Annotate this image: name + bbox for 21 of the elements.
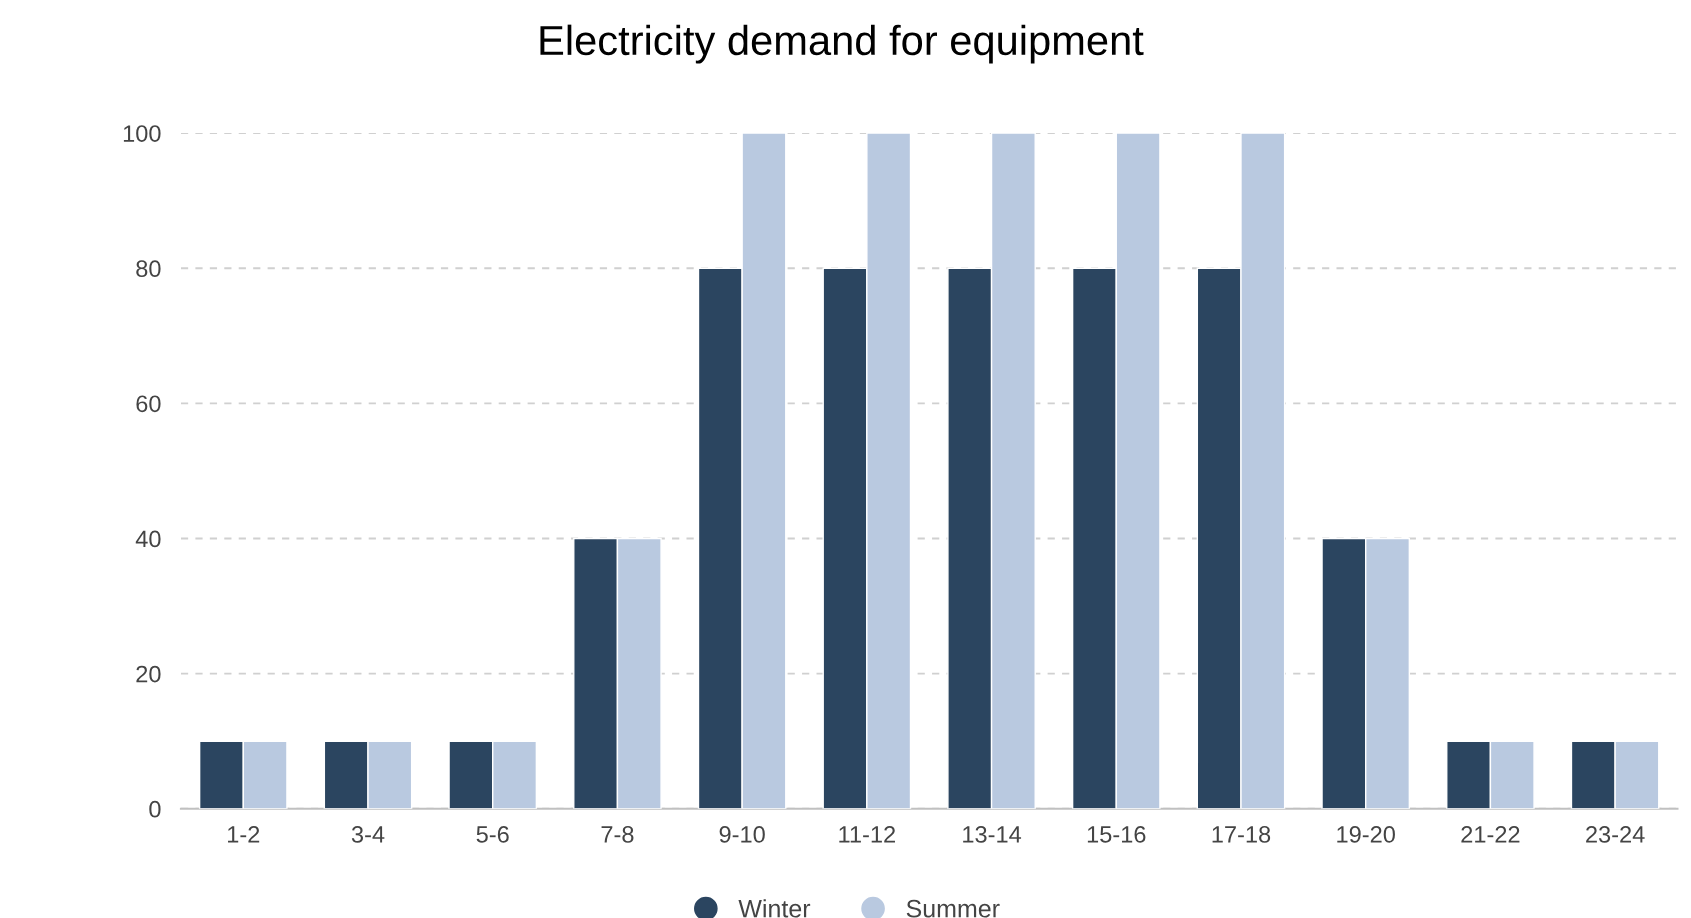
x-tick-label: 9-10: [719, 826, 765, 843]
x-tick-label: 13-14: [963, 826, 1022, 843]
chart-title: Electricity demand for equipment: [540, 24, 1144, 64]
y-tick-label: 80: [136, 260, 161, 278]
legend-label: Winter: [738, 899, 811, 918]
y-tick-label: 100: [123, 125, 161, 142]
x-tick-label: 17-18: [1212, 826, 1271, 843]
y-tick-label: 40: [135, 530, 161, 548]
x-tick-label: 1-2: [228, 826, 260, 843]
y-tick-label: 0: [149, 800, 161, 818]
x-tick-label: 5-6: [476, 826, 509, 843]
x-tick-label: 11-12: [839, 826, 895, 843]
legend-label: Summer: [906, 899, 1000, 918]
x-tick-label: 7-8: [601, 826, 634, 843]
x-tick-label: 23-24: [1586, 826, 1645, 843]
x-tick-label: 15-16: [1087, 826, 1146, 843]
x-tick-label: 21-22: [1461, 826, 1520, 843]
y-tick-label: 20: [136, 665, 161, 683]
x-tick-label: 3-4: [351, 826, 385, 843]
y-tick-label: 60: [136, 395, 161, 413]
x-tick-label: 19-20: [1337, 826, 1395, 843]
